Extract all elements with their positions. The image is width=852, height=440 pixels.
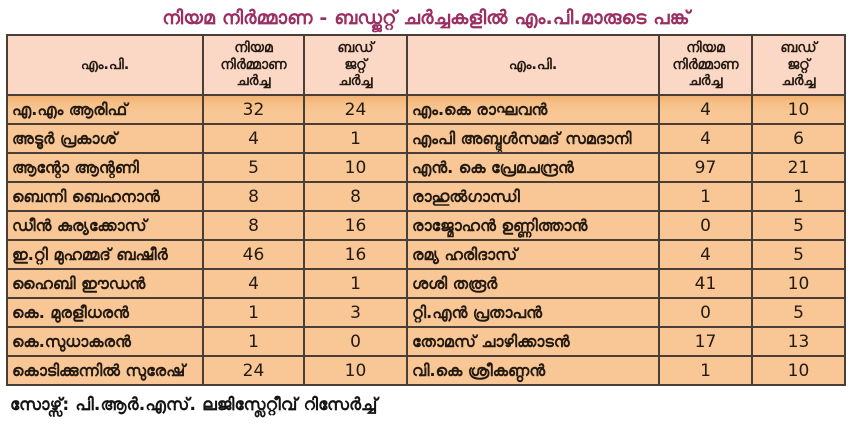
law-discussion-count-cell: 46 (202, 239, 305, 270)
header-law-discussion-right: നിയമ നിർമ്മാണ ചർച്ച (658, 34, 753, 96)
law-discussion-count-cell: 0 (658, 297, 753, 328)
budget-discussion-count-cell: 24 (303, 94, 408, 125)
mp-name-cell: എൻ. കെ പ്രേമചന്ദ്രൻ (406, 152, 660, 183)
mp-name-cell: എം.കെ രാഘവൻ (406, 94, 660, 125)
mp-name-cell: ഇ.റ്റി മുഹമ്മദ് ബഷീർ (6, 239, 204, 270)
mp-name-cell: കെ.സുധാകരൻ (6, 326, 204, 357)
table-row: ആന്റോ ആന്റണി 5 10 എൻ. കെ പ്രേമചന്ദ്രൻ 97 21 (6, 152, 846, 183)
law-discussion-count-cell: 4 (658, 239, 753, 270)
budget-discussion-count-cell: 1 (303, 123, 408, 154)
law-discussion-count-cell: 1 (202, 326, 305, 357)
mp-name-cell: ഹൈബി ഈഡൻ (6, 268, 204, 299)
budget-discussion-count-cell: 10 (303, 152, 408, 183)
budget-discussion-count-cell: 10 (303, 355, 408, 386)
law-discussion-count-cell: 4 (202, 123, 305, 154)
law-discussion-count-cell: 1 (658, 355, 753, 386)
table-row: കൊടിക്കുന്നിൽ സുരേഷ് 24 10 വി.കെ ശ്രീകണ്ഠൻ 1… (6, 355, 846, 386)
law-discussion-count-cell: 41 (658, 268, 753, 299)
budget-discussion-count-cell: 1 (751, 181, 846, 212)
law-discussion-count-cell: 4 (202, 268, 305, 299)
budget-discussion-count-cell: 10 (751, 94, 846, 125)
budget-discussion-count-cell: 6 (751, 123, 846, 154)
mp-name-cell: എ.എം ആരിഫ് (6, 94, 204, 125)
table-row: ഹൈബി ഈഡൻ 4 1 ശശി തരൂർ 41 10 (6, 268, 846, 299)
budget-discussion-count-cell: 5 (751, 239, 846, 270)
mp-name-cell: രാജ്മോഹൻ ഉണ്ണിത്താൻ (406, 210, 660, 241)
budget-discussion-count-cell: 5 (751, 210, 846, 241)
header-budget-discussion-left: ബഡ് ജറ്റ് ചർച്ച (303, 34, 408, 96)
table-body: എ.എം ആരിഫ് 32 24 എം.കെ രാഘവൻ 4 10 അടൂർ പ്രകാശ്… (6, 94, 846, 386)
table-row: എ.എം ആരിഫ് 32 24 എം.കെ രാഘവൻ 4 10 (6, 94, 846, 125)
mp-name-cell: റ്റി.എൻ പ്രതാപൻ (406, 297, 660, 328)
budget-discussion-count-cell: 10 (751, 268, 846, 299)
law-discussion-count-cell: 4 (658, 94, 753, 125)
header-budget-discussion-right: ബഡ് ജറ്റ് ചർച്ച (751, 34, 846, 96)
law-discussion-count-cell: 1 (658, 181, 753, 212)
header-row: എം.പി. നിയമ നിർമ്മാണ ചർച്ച ബഡ് ജറ്റ് ചർച… (6, 34, 846, 96)
budget-discussion-count-cell: 3 (303, 297, 408, 328)
budget-discussion-count-cell: 16 (303, 210, 408, 241)
budget-discussion-count-cell: 5 (751, 297, 846, 328)
budget-discussion-count-cell: 16 (303, 239, 408, 270)
budget-discussion-count-cell: 13 (751, 326, 846, 357)
source-note: സോഴ്സ്: പി.ആർ.എസ്. ലജിസ്ലേറ്റീവ് റിസേർച്… (10, 395, 378, 415)
law-discussion-count-cell: 8 (202, 210, 305, 241)
mp-name-cell: തോമസ് ചാഴിക്കാടൻ (406, 326, 660, 357)
law-discussion-count-cell: 4 (658, 123, 753, 154)
law-discussion-count-cell: 17 (658, 326, 753, 357)
header-mp-left: എം.പി. (6, 34, 204, 96)
table-row: കെ.സുധാകരൻ 1 0 തോമസ് ചാഴിക്കാടൻ 17 13 (6, 326, 846, 357)
mp-participation-table: എം.പി. നിയമ നിർമ്മാണ ചർച്ച ബഡ് ജറ്റ് ചർച… (6, 34, 846, 386)
page-title: നിയമ നിർമ്മാണ - ബഡ്ജറ്റ് ചർച്ചകളിൽ എം.പി… (162, 7, 690, 29)
mp-name-cell: അടൂർ പ്രകാശ് (6, 123, 204, 154)
header-law-discussion-left: നിയമ നിർമ്മാണ ചർച്ച (202, 34, 305, 96)
law-discussion-count-cell: 1 (202, 297, 305, 328)
mp-name-cell: കൊടിക്കുന്നിൽ സുരേഷ് (6, 355, 204, 386)
mp-name-cell: എംപി അബ്ദുൾസമദ് സമദാനി (406, 123, 660, 154)
table-row: അടൂർ പ്രകാശ് 4 1 എംപി അബ്ദുൾസമദ് സമദാനി 4 6 (6, 123, 846, 154)
mp-name-cell: രമ്യ ഹരിദാസ് (406, 239, 660, 270)
table-header: എം.പി. നിയമ നിർമ്മാണ ചർച്ച ബഡ് ജറ്റ് ചർച… (6, 34, 846, 96)
mp-name-cell: വി.കെ ശ്രീകണ്ഠൻ (406, 355, 660, 386)
mp-name-cell: കെ. മുരളീധരൻ (6, 297, 204, 328)
law-discussion-count-cell: 0 (658, 210, 753, 241)
budget-discussion-count-cell: 10 (751, 355, 846, 386)
mp-name-cell: ശശി തരൂർ (406, 268, 660, 299)
budget-discussion-count-cell: 8 (303, 181, 408, 212)
law-discussion-count-cell: 97 (658, 152, 753, 183)
table-row: ഡീൻ കുര്യക്കോസ് 8 16 രാജ്മോഹൻ ഉണ്ണിത്താൻ 0 5 (6, 210, 846, 241)
law-discussion-count-cell: 8 (202, 181, 305, 212)
budget-discussion-count-cell: 0 (303, 326, 408, 357)
header-mp-right: എം.പി. (406, 34, 660, 96)
law-discussion-count-cell: 5 (202, 152, 305, 183)
mp-name-cell: ബെന്നി ബെഹനാൻ (6, 181, 204, 212)
mp-name-cell: ആന്റോ ആന്റണി (6, 152, 204, 183)
mp-name-cell: ഡീൻ കുര്യക്കോസ് (6, 210, 204, 241)
budget-discussion-count-cell: 21 (751, 152, 846, 183)
law-discussion-count-cell: 24 (202, 355, 305, 386)
table-row: ബെന്നി ബെഹനാൻ 8 8 രാഹുൽഗാന്ധി 1 1 (6, 181, 846, 212)
mp-name-cell: രാഹുൽഗാന്ധി (406, 181, 660, 212)
table-row: ഇ.റ്റി മുഹമ്മദ് ബഷീർ 46 16 രമ്യ ഹരിദാസ് 4 5 (6, 239, 846, 270)
table-row: കെ. മുരളീധരൻ 1 3 റ്റി.എൻ പ്രതാപൻ 0 5 (6, 297, 846, 328)
budget-discussion-count-cell: 1 (303, 268, 408, 299)
law-discussion-count-cell: 32 (202, 94, 305, 125)
